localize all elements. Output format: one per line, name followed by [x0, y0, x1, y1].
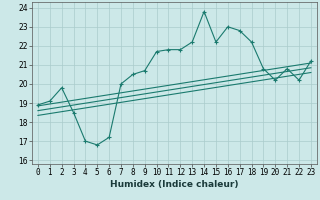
X-axis label: Humidex (Indice chaleur): Humidex (Indice chaleur) [110, 180, 239, 189]
